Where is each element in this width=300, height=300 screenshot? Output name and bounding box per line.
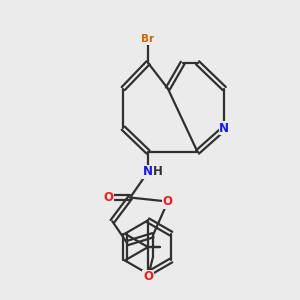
Text: N: N: [143, 165, 153, 178]
Text: Br: Br: [142, 34, 154, 44]
Text: O: O: [103, 191, 113, 204]
Text: O: O: [163, 195, 173, 208]
Text: H: H: [153, 165, 163, 178]
Text: N: N: [219, 122, 229, 135]
Text: O: O: [143, 270, 153, 283]
